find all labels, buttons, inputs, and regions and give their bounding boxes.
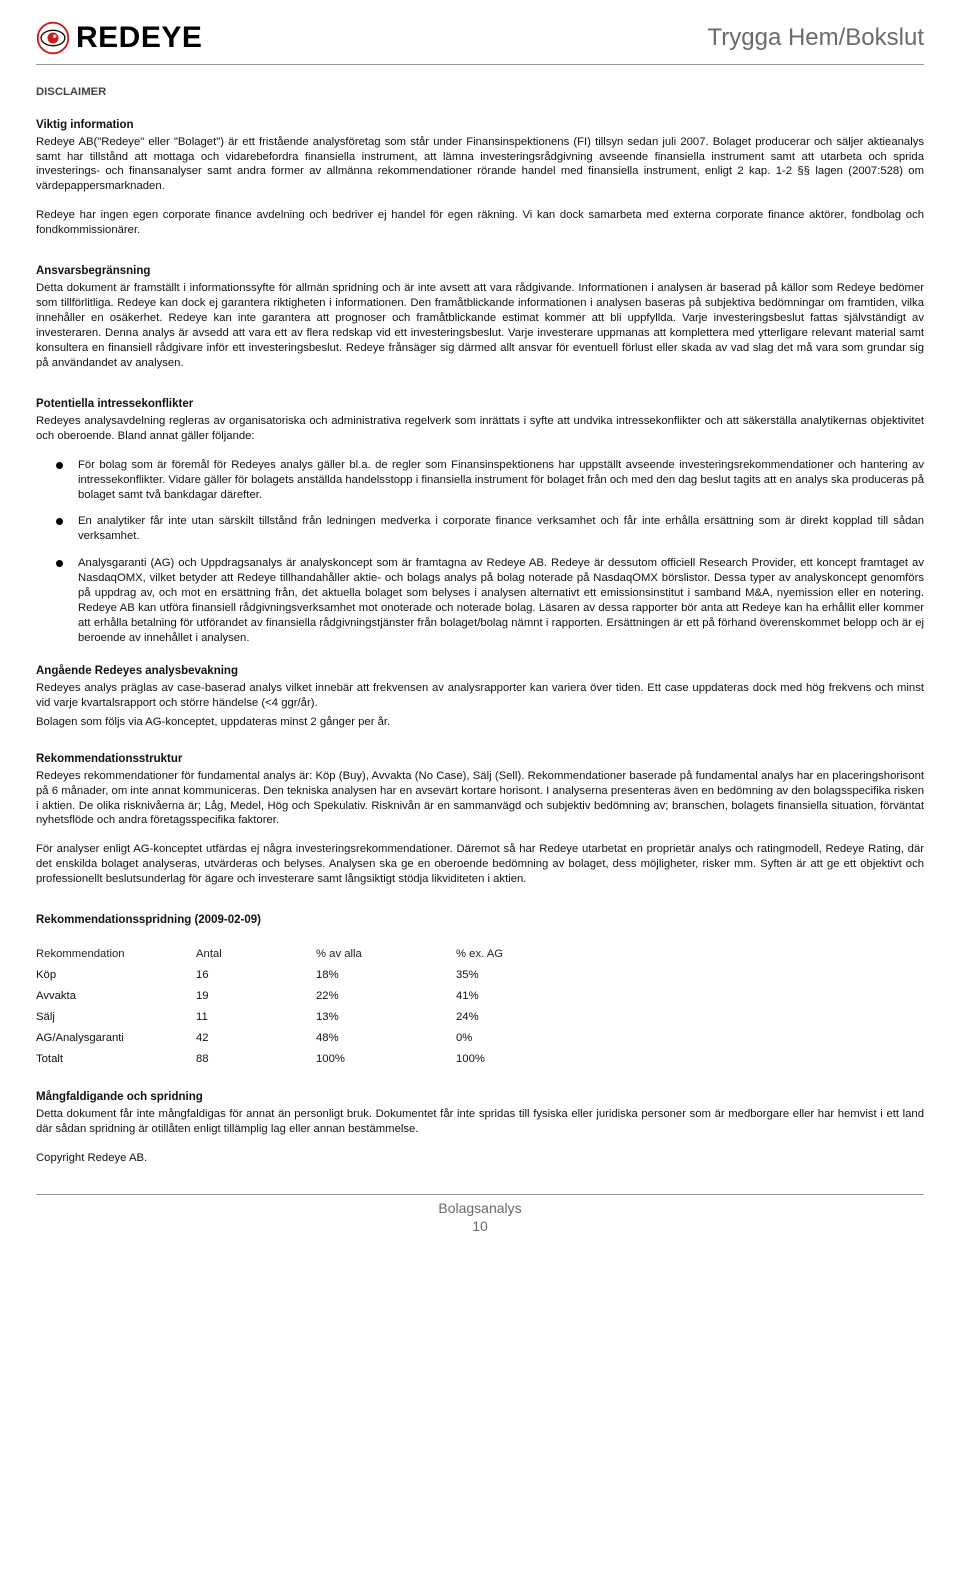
table-cell: 41% xyxy=(456,989,596,1004)
recommendation-table: Rekommendation Antal % av alla % ex. AG … xyxy=(36,944,924,1069)
table-cell: Köp xyxy=(36,968,196,983)
paragraph: För analyser enligt AG-konceptet utfärda… xyxy=(36,842,924,887)
table-cell: 18% xyxy=(316,968,456,983)
table-cell: 24% xyxy=(456,1010,596,1025)
table-header-cell: Antal xyxy=(196,947,316,962)
table-cell: 35% xyxy=(456,968,596,983)
list-item: För bolag som är föremål för Redeyes ana… xyxy=(56,458,924,503)
paragraph: Redeye AB("Redeye" eller "Bolaget") är e… xyxy=(36,135,924,195)
table-cell: 13% xyxy=(316,1010,456,1025)
table-header-cell: % av alla xyxy=(316,947,456,962)
table-row: Sälj 11 13% 24% xyxy=(36,1007,924,1028)
heading-viktig-information: Viktig information xyxy=(36,118,924,133)
table-header-cell: Rekommendation xyxy=(36,947,196,962)
paragraph: Detta dokument är framställt i informati… xyxy=(36,281,924,370)
disclaimer-label: DISCLAIMER xyxy=(36,85,924,100)
paragraph: Detta dokument får inte mångfaldigas för… xyxy=(36,1107,924,1137)
redeye-eye-icon xyxy=(36,21,70,55)
header: REDEYE Trygga Hem/Bokslut xyxy=(36,18,924,65)
page-number: 10 xyxy=(36,1217,924,1235)
table-cell: 19 xyxy=(196,989,316,1004)
table-cell: 48% xyxy=(316,1031,456,1046)
table-cell: Totalt xyxy=(36,1052,196,1067)
table-cell: Sälj xyxy=(36,1010,196,1025)
bullet-list: För bolag som är föremål för Redeyes ana… xyxy=(36,458,924,646)
table-cell: Avvakta xyxy=(36,989,196,1004)
table-cell: AG/Analysgaranti xyxy=(36,1031,196,1046)
table-row: Köp 16 18% 35% xyxy=(36,965,924,986)
table-cell: 22% xyxy=(316,989,456,1004)
page: REDEYE Trygga Hem/Bokslut DISCLAIMER Vik… xyxy=(0,0,960,1254)
disclaimer-section: DISCLAIMER Viktig information Redeye AB(… xyxy=(36,85,924,1166)
table-cell: 100% xyxy=(316,1052,456,1067)
paragraph: Bolagen som följs via AG-konceptet, uppd… xyxy=(36,715,924,730)
table-row: Totalt 88 100% 100% xyxy=(36,1049,924,1070)
paragraph: Redeyes analys präglas av case-baserad a… xyxy=(36,681,924,711)
footer: Bolagsanalys 10 xyxy=(36,1194,924,1236)
paragraph: Redeyes rekommendationer för fundamental… xyxy=(36,769,924,829)
heading-mangfaldigande: Mångfaldigande och spridning xyxy=(36,1090,924,1105)
table-cell: 42 xyxy=(196,1031,316,1046)
logo: REDEYE xyxy=(36,18,202,58)
list-item: Analysgaranti (AG) och Uppdragsanalys är… xyxy=(56,556,924,645)
table-row: Avvakta 19 22% 41% xyxy=(36,986,924,1007)
table-cell: 0% xyxy=(456,1031,596,1046)
table-header-row: Rekommendation Antal % av alla % ex. AG xyxy=(36,944,924,965)
footer-label: Bolagsanalys xyxy=(36,1199,924,1217)
heading-rekommendationsstruktur: Rekommendationsstruktur xyxy=(36,752,924,767)
table-cell: 100% xyxy=(456,1052,596,1067)
heading-angaende-analysbevakning: Angående Redeyes analysbevakning xyxy=(36,664,924,679)
logo-text: REDEYE xyxy=(76,18,202,58)
table-row: AG/Analysgaranti 42 48% 0% xyxy=(36,1028,924,1049)
table-cell: 88 xyxy=(196,1052,316,1067)
table-cell: 16 xyxy=(196,968,316,983)
table-header-cell: % ex. AG xyxy=(456,947,596,962)
document-title: Trygga Hem/Bokslut xyxy=(707,22,924,54)
paragraph: Redeyes analysavdelning regleras av orga… xyxy=(36,414,924,444)
heading-ansvarsbegransning: Ansvarsbegränsning xyxy=(36,264,924,279)
heading-rekommendationsspridning: Rekommendationsspridning (2009-02-09) xyxy=(36,913,924,928)
heading-potentiella-intressekonflikter: Potentiella intressekonflikter xyxy=(36,397,924,412)
table-cell: 11 xyxy=(196,1010,316,1025)
list-item: En analytiker får inte utan särskilt til… xyxy=(56,514,924,544)
copyright-text: Copyright Redeye AB. xyxy=(36,1151,924,1166)
paragraph: Redeye har ingen egen corporate finance … xyxy=(36,208,924,238)
